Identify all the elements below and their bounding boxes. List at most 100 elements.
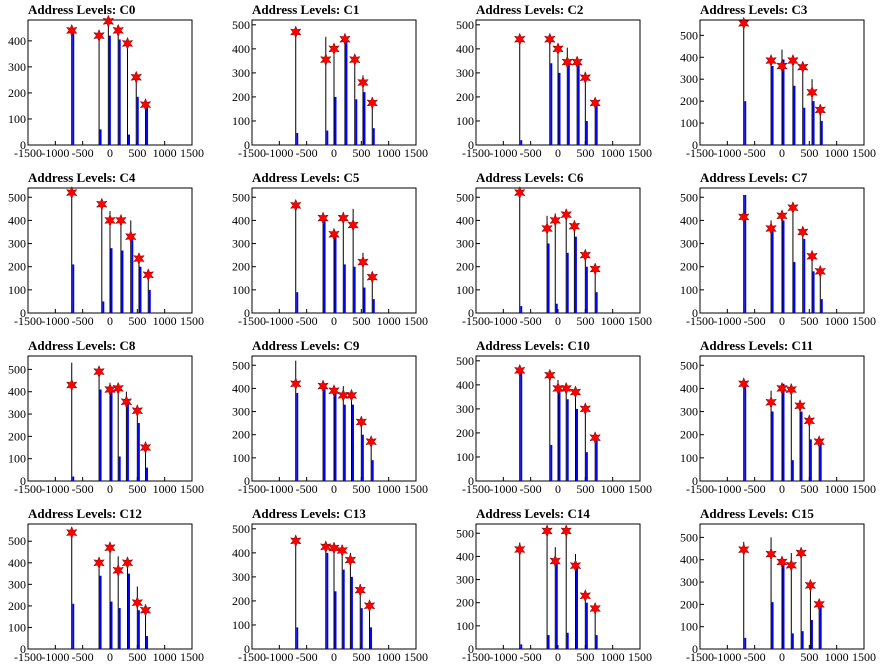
x-tick-label: -1500 — [238, 650, 266, 664]
x-tick-label: 1500 — [180, 146, 204, 160]
y-tick-label: 100 — [456, 619, 474, 633]
chart-title: Address Levels: C13 — [252, 506, 366, 521]
star-marker-icon — [355, 415, 368, 429]
chart-panel: Address Levels: C4 0 100 200 300 400 500 -1500-… — [0, 168, 224, 336]
star-marker-icon — [776, 209, 788, 223]
chart-panel: Address Levels: C5 0 100 200 300 400 500 -1500-… — [224, 168, 448, 336]
y-tick-label: 0 — [468, 138, 474, 152]
star-marker-icon — [65, 525, 78, 540]
x-tick-label: 1000 — [153, 314, 177, 328]
star-marker-icon — [785, 558, 798, 572]
star-marker-icon — [541, 221, 553, 236]
star-marker-icon — [337, 211, 350, 225]
star-marker-icon — [589, 431, 601, 445]
star-marker-icon — [544, 368, 556, 382]
chart-svg: Address Levels: C40100200300400500-1500-… — [8, 170, 204, 328]
y-tick-label: 100 — [232, 451, 250, 465]
x-tick-label: -1500 — [462, 650, 490, 664]
x-tick-label: 1500 — [404, 146, 428, 160]
star-marker-icon — [65, 378, 78, 392]
x-tick-label: -1500 — [462, 482, 490, 496]
star-marker-icon — [569, 385, 582, 399]
x-tick-label: 0 — [107, 146, 113, 160]
x-tick-label: 500 — [128, 650, 146, 664]
y-tick-label: 200 — [456, 260, 474, 274]
y-tick-label: 0 — [468, 474, 474, 488]
chart-panel: Address Levels: C8 0 100 200 300 400 500 -1500-… — [0, 336, 224, 504]
x-tick-label: 500 — [352, 482, 370, 496]
star-marker-icon — [803, 414, 816, 428]
star-marker-icon — [796, 60, 809, 74]
x-tick-label: 1500 — [628, 314, 652, 328]
chart-panel: Address Levels: C10 0 100 200 300 400 500 -1500… — [448, 336, 672, 504]
y-tick-label: 300 — [8, 407, 26, 421]
x-tick-label: 0 — [331, 650, 337, 664]
star-marker-icon — [131, 595, 144, 610]
star-marker-icon — [347, 218, 359, 232]
y-tick-label: 500 — [680, 530, 698, 544]
y-tick-label: 100 — [232, 283, 250, 297]
x-tick-label: 0 — [331, 314, 337, 328]
chart-title: Address Levels: C1 — [252, 2, 359, 17]
y-tick-label: 100 — [8, 620, 26, 634]
y-tick-label: 400 — [680, 553, 698, 567]
y-tick-label: 100 — [456, 283, 474, 297]
x-tick-label: 0 — [779, 314, 785, 328]
y-tick-label: 0 — [244, 138, 250, 152]
x-tick-label: -500 — [744, 650, 766, 664]
chart-svg: Address Levels: C60100200300400500-1500-… — [456, 170, 652, 328]
y-tick-label: 500 — [456, 18, 474, 32]
y-tick-label: 100 — [8, 112, 26, 126]
x-tick-label: -500 — [520, 650, 542, 664]
star-marker-icon — [589, 262, 601, 276]
x-tick-label: 0 — [331, 482, 337, 496]
x-tick-label: 0 — [779, 482, 785, 496]
y-tick-label: 400 — [680, 213, 698, 227]
x-tick-label: 1500 — [180, 482, 204, 496]
star-marker-icon — [737, 16, 750, 30]
x-tick-label: 1000 — [825, 482, 849, 496]
x-tick-label: -1000 — [489, 314, 517, 328]
star-marker-icon — [513, 542, 526, 557]
chart-svg: Address Levels: C10100200300400500-1500-… — [232, 2, 428, 160]
x-tick-label: 1000 — [601, 314, 625, 328]
x-tick-label: 500 — [576, 146, 594, 160]
x-tick-label: -500 — [520, 482, 542, 496]
y-tick-label: 300 — [232, 237, 250, 251]
y-tick-label: 300 — [456, 66, 474, 80]
x-tick-label: 1000 — [377, 146, 401, 160]
x-tick-label: 1500 — [852, 482, 876, 496]
star-marker-icon — [112, 23, 124, 38]
x-tick-label: -1000 — [41, 482, 69, 496]
y-tick-label: 0 — [20, 642, 26, 656]
star-marker-icon — [133, 251, 145, 266]
star-marker-icon — [579, 402, 592, 416]
x-tick-label: -1500 — [686, 482, 714, 496]
star-marker-icon — [795, 546, 807, 560]
x-tick-label: 1500 — [852, 650, 876, 664]
star-marker-icon — [552, 381, 564, 396]
star-marker-icon — [776, 555, 788, 569]
chart-title: Address Levels: C10 — [476, 338, 590, 353]
star-marker-icon — [366, 270, 379, 284]
x-tick-label: -500 — [72, 314, 94, 328]
x-tick-label: 500 — [576, 314, 594, 328]
y-tick-label: 200 — [8, 429, 26, 443]
chart-title: Address Levels: C15 — [700, 506, 814, 521]
star-marker-icon — [345, 388, 358, 403]
y-tick-label: 300 — [680, 405, 698, 419]
y-tick-label: 400 — [232, 381, 250, 395]
y-tick-label: 0 — [692, 306, 698, 320]
star-marker-icon — [357, 75, 369, 90]
chart-title: Address Levels: C11 — [700, 338, 813, 353]
x-tick-label: -500 — [72, 650, 94, 664]
y-tick-label: 400 — [8, 34, 26, 48]
y-tick-label: 500 — [456, 526, 474, 540]
chart-svg: Address Levels: C11 0 100 200 300 400 500 -1500… — [680, 338, 876, 496]
chart-svg: Address Levels: C30100200300400500-1500-… — [680, 2, 876, 160]
x-tick-label: 1500 — [852, 314, 876, 328]
x-tick-label: 1000 — [377, 314, 401, 328]
x-tick-label: -1500 — [686, 314, 714, 328]
y-tick-label: 400 — [232, 546, 250, 560]
y-tick-label: 0 — [468, 642, 474, 656]
